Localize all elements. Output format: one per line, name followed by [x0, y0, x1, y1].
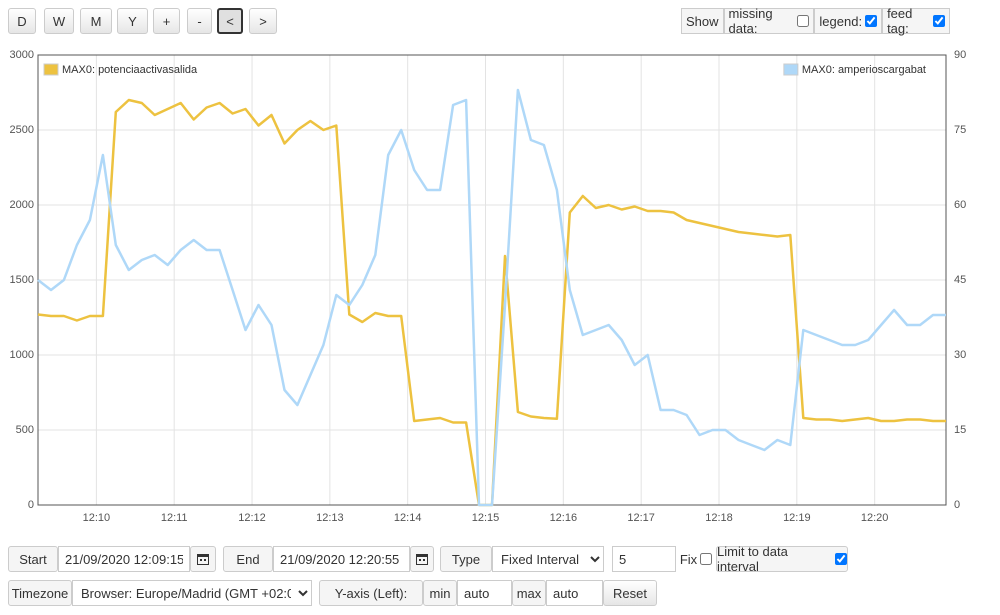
- max-label: max: [512, 580, 546, 606]
- feed-tag-label: feed tag:: [887, 6, 913, 36]
- y2-tick-label: 45: [954, 274, 966, 286]
- y-tick-label: 2000: [10, 199, 34, 211]
- feed-tag-checkbox[interactable]: [933, 15, 945, 27]
- start-calendar[interactable]: [190, 546, 216, 572]
- end-input[interactable]: [273, 546, 410, 572]
- start-input[interactable]: [58, 546, 190, 572]
- y2-tick-label: 30: [954, 349, 966, 361]
- min-input[interactable]: [457, 580, 512, 606]
- reset-button[interactable]: Reset: [603, 580, 657, 606]
- x-tick-label: 12:11: [161, 512, 188, 524]
- legend-label: legend:: [819, 13, 863, 29]
- range-button[interactable]: +: [153, 8, 180, 34]
- min-label: min: [423, 580, 457, 606]
- x-tick-label: 12:15: [472, 512, 500, 524]
- timezone-label: Timezone: [8, 580, 72, 606]
- y-tick-label: 500: [16, 424, 34, 436]
- y-tick-label: 0: [28, 499, 34, 511]
- missing-data-option[interactable]: missing data:: [723, 6, 815, 36]
- legend-swatch: [43, 63, 59, 76]
- range-button[interactable]: D: [8, 8, 36, 34]
- range-button[interactable]: Y: [117, 8, 148, 34]
- show-label: Show: [681, 8, 724, 34]
- y-tick-label: 2500: [10, 124, 34, 136]
- y2-tick-label: 60: [954, 199, 966, 211]
- y2-tick-label: 15: [954, 424, 966, 436]
- fix-label: Fix: [679, 551, 698, 567]
- range-button[interactable]: >: [249, 8, 277, 34]
- x-tick-label: 12:10: [83, 512, 111, 524]
- fix-option[interactable]: Fix: [676, 546, 716, 572]
- type-label: Type: [440, 546, 492, 572]
- range-button[interactable]: W: [44, 8, 74, 34]
- interval-input[interactable]: [612, 546, 676, 572]
- missing-data-checkbox[interactable]: [797, 15, 810, 27]
- y2-tick-label: 90: [954, 49, 966, 61]
- x-tick-label: 12:12: [238, 512, 266, 524]
- chart: 0 500 1000 1500 2000 2500 3000 0 15 30 45 60 75 90 12:…: [10, 49, 967, 524]
- y-tick-label: 1000: [10, 349, 34, 361]
- calendar-icon: [416, 554, 428, 565]
- series-line: [37, 88, 946, 507]
- x-tick-label: 12:17: [627, 512, 655, 524]
- range-button[interactable]: <: [217, 8, 243, 34]
- legend-label: MAX0: potenciaactivasalida: [62, 64, 198, 76]
- start-label: Start: [8, 546, 58, 572]
- range-button[interactable]: M: [80, 8, 112, 34]
- legend-label: MAX0: amperioscargabat: [802, 64, 926, 76]
- range-button[interactable]: -: [187, 8, 212, 34]
- end-label: End: [223, 546, 273, 572]
- timezone-select[interactable]: Browser: Europe/Madrid (GMT +02:00): [72, 580, 312, 606]
- legend-swatch: [783, 63, 799, 76]
- y-tick-label: 3000: [10, 49, 34, 61]
- x-tick-label: 12:20: [861, 512, 889, 524]
- end-calendar[interactable]: [410, 546, 434, 572]
- fix-checkbox[interactable]: [700, 553, 713, 565]
- y2-tick-label: 75: [954, 124, 966, 136]
- show-options: Show missing data: legend: feed tag:: [681, 6, 950, 36]
- x-tick-label: 12:16: [550, 512, 578, 524]
- limit-option[interactable]: Limit to data interval: [716, 544, 848, 574]
- x-tick-label: 12:19: [783, 512, 811, 524]
- feed-tag-option[interactable]: feed tag:: [882, 6, 950, 36]
- legend-option[interactable]: legend:: [814, 8, 883, 34]
- missing-data-label: missing data:: [728, 6, 773, 36]
- max-input[interactable]: [546, 580, 603, 606]
- yaxis-label: Y-axis (Left):: [319, 580, 423, 606]
- x-tick-label: 12:18: [705, 512, 733, 524]
- calendar-icon: [197, 554, 209, 565]
- type-select[interactable]: Fixed Interval: [492, 546, 604, 572]
- y-tick-label: 1500: [10, 274, 34, 286]
- legend-checkbox[interactable]: [865, 15, 878, 27]
- y2-tick-label: 0: [954, 499, 960, 511]
- limit-checkbox[interactable]: [835, 553, 847, 565]
- limit-label: Limit to data interval: [717, 544, 788, 574]
- x-tick-label: 12:13: [316, 512, 344, 524]
- x-tick-label: 12:14: [394, 512, 422, 524]
